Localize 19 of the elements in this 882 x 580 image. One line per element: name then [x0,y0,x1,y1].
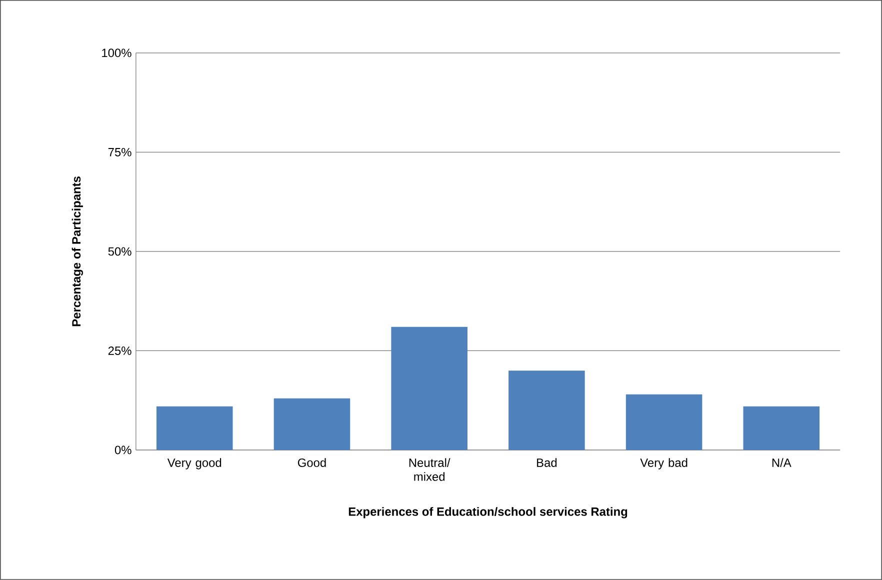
bar [391,326,468,450]
bar [508,370,585,450]
y-tick-label: 50% [108,247,132,256]
y-tick-label: 100% [102,48,132,58]
x-axis-title: Experiences of Education/school services Rating [348,507,628,518]
x-tick-label: N/A [772,458,792,467]
x-tick-label: Good [298,458,326,467]
y-tick-label: 0% [114,446,132,454]
bar [743,406,820,450]
y-axis-title: Percentage of Participants [72,176,83,326]
x-tick-label: Neutral/ mixed [409,458,450,481]
bar [274,398,350,450]
y-tick-label: 25% [108,346,132,355]
x-tick-label: Very good [167,458,222,470]
bar [626,394,702,450]
x-tick-label: Very bad [640,458,688,470]
y-tick-label: 75% [108,148,132,156]
x-tick-label: Bad [537,458,557,467]
bar [156,406,233,450]
